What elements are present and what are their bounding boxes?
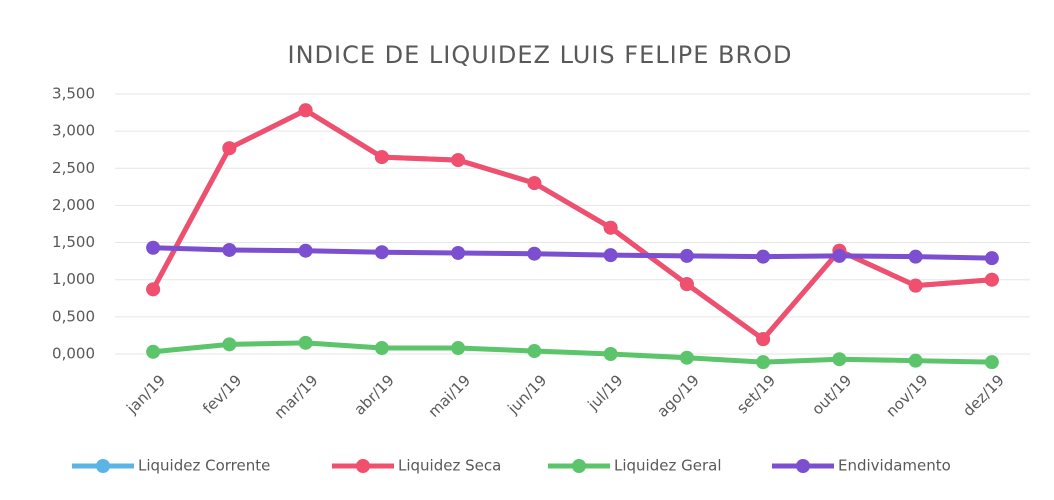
point <box>832 248 847 263</box>
y-tick-label: 3,000 <box>52 122 95 140</box>
legend-label: Liquidez Corrente <box>138 457 270 475</box>
y-tick-label: 1,500 <box>52 233 95 251</box>
legend-label: Endividamento <box>838 457 951 475</box>
y-tick-label: 1,000 <box>52 270 95 288</box>
y-tick-label: 0,000 <box>52 345 95 363</box>
x-tick-label: fev/19 <box>199 371 245 417</box>
point <box>603 248 618 263</box>
point <box>146 282 161 297</box>
legend-marker <box>572 459 586 473</box>
point <box>146 240 161 255</box>
x-tick-label: out/19 <box>808 371 855 418</box>
point <box>222 337 237 352</box>
point <box>527 176 542 191</box>
series-line <box>150 107 993 342</box>
point <box>451 245 466 260</box>
point <box>908 249 923 264</box>
x-tick-label: abr/19 <box>350 371 397 418</box>
point <box>679 248 694 263</box>
point <box>908 353 923 368</box>
series-line <box>152 340 992 365</box>
x-tick-label: jul/19 <box>584 371 627 414</box>
point <box>679 277 694 292</box>
point <box>756 249 771 264</box>
point <box>908 278 923 293</box>
x-tick-label: dez/19 <box>959 371 1008 420</box>
legend-label: Liquidez Seca <box>398 457 501 475</box>
x-tick-label: ago/19 <box>653 371 703 421</box>
y-tick-label: 2,500 <box>52 159 95 177</box>
y-tick-label: 0,500 <box>52 307 95 325</box>
x-tick-label: nov/19 <box>882 371 931 420</box>
point <box>451 341 466 356</box>
point <box>984 251 999 266</box>
x-tick-label: mai/19 <box>425 371 475 421</box>
point <box>298 103 313 118</box>
legend-label: Liquidez Geral <box>614 457 722 475</box>
point <box>298 243 313 258</box>
point <box>603 347 618 361</box>
x-tick-label: jun/19 <box>503 371 550 418</box>
point <box>603 220 618 235</box>
point <box>298 335 313 350</box>
x-tick-label: set/19 <box>733 371 779 417</box>
point <box>222 141 237 156</box>
point <box>374 245 389 260</box>
y-tick-label: 2,000 <box>52 196 95 214</box>
point <box>527 344 542 359</box>
point <box>679 350 694 365</box>
series-line <box>153 245 992 261</box>
legend-marker <box>356 459 370 473</box>
point <box>984 272 999 287</box>
point <box>374 341 389 356</box>
series-line <box>150 107 993 342</box>
point <box>146 344 161 359</box>
chart-title: INDICE DE LIQUIDEZ LUIS FELIPE BROD <box>288 41 793 69</box>
point <box>984 355 999 370</box>
legend-marker <box>796 459 810 473</box>
x-tick-label: jan/19 <box>122 371 169 418</box>
point <box>451 153 466 168</box>
x-tick-label: mar/19 <box>271 371 322 422</box>
point <box>832 352 847 367</box>
point <box>222 242 237 257</box>
point <box>756 355 771 370</box>
legend-marker <box>96 459 110 473</box>
point <box>374 150 389 165</box>
point <box>527 246 542 261</box>
y-tick-label: 3,500 <box>52 84 95 102</box>
point <box>756 332 771 347</box>
